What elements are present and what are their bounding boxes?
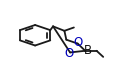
Text: B: B [84,44,92,57]
Text: O: O [73,36,83,49]
Text: O: O [65,47,74,60]
